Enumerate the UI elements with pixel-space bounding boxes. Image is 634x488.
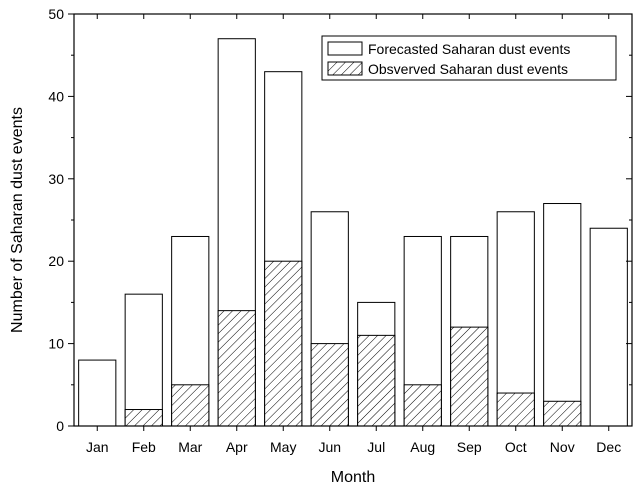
legend-swatch-forecast (327, 41, 363, 56)
legend: Forecasted Saharan dust events Obsverved … (321, 35, 617, 81)
x-tick-label-mar: Mar (178, 439, 202, 455)
axes-group: 0 10 20 30 40 50 Jan Feb Mar Apr May Jun Jul Aug Sep Oc… (48, 6, 633, 455)
legend-box (321, 35, 617, 81)
observed-bar-sep (450, 326, 489, 427)
forecast-bar-dec (589, 227, 628, 427)
x-tick-label-apr: Apr (226, 439, 248, 455)
x-tick-label-jul: Jul (367, 439, 385, 455)
x-tick-label-jan: Jan (86, 439, 109, 455)
y-tick-label: 10 (48, 336, 64, 352)
observed-bar-may (264, 260, 303, 427)
observed-bar-aug (403, 384, 442, 427)
legend-label-forecast: Forecasted Saharan dust events (368, 41, 570, 57)
bars-group (78, 38, 628, 427)
forecast-bar-jan (78, 359, 117, 427)
y-tick-label: 30 (48, 171, 64, 187)
x-tick-label-oct: Oct (505, 439, 527, 455)
x-tick-label-feb: Feb (132, 439, 156, 455)
y-tick-label: 40 (48, 88, 64, 104)
legend-swatch-observed (327, 61, 363, 76)
observed-bar-feb (124, 409, 163, 427)
observed-bar-mar (171, 384, 210, 427)
x-tick-label-jun: Jun (318, 439, 341, 455)
observed-bar-nov (543, 400, 582, 427)
y-tick-label: 50 (48, 6, 64, 22)
x-tick-label-dec: Dec (596, 439, 621, 455)
observed-bar-oct (496, 392, 535, 427)
y-tick-label: 0 (56, 418, 64, 434)
y-axis-label: Number of Saharan dust events (9, 107, 26, 333)
observed-bar-jul (357, 334, 396, 427)
y-tick-label: 20 (48, 253, 64, 269)
x-axis-label: Month (331, 469, 375, 486)
legend-label-observed: Obsverved Saharan dust events (368, 61, 568, 77)
x-tick-label-aug: Aug (410, 439, 435, 455)
observed-bar-jun (310, 343, 349, 427)
forecast-bar-nov (543, 203, 582, 427)
forecast-bar-oct (496, 211, 535, 427)
x-tick-label-nov: Nov (550, 439, 575, 455)
observed-bar-apr (217, 310, 256, 427)
x-tick-label-sep: Sep (457, 439, 482, 455)
forecast-bar-feb (124, 293, 163, 427)
x-tick-label-may: May (270, 439, 296, 455)
